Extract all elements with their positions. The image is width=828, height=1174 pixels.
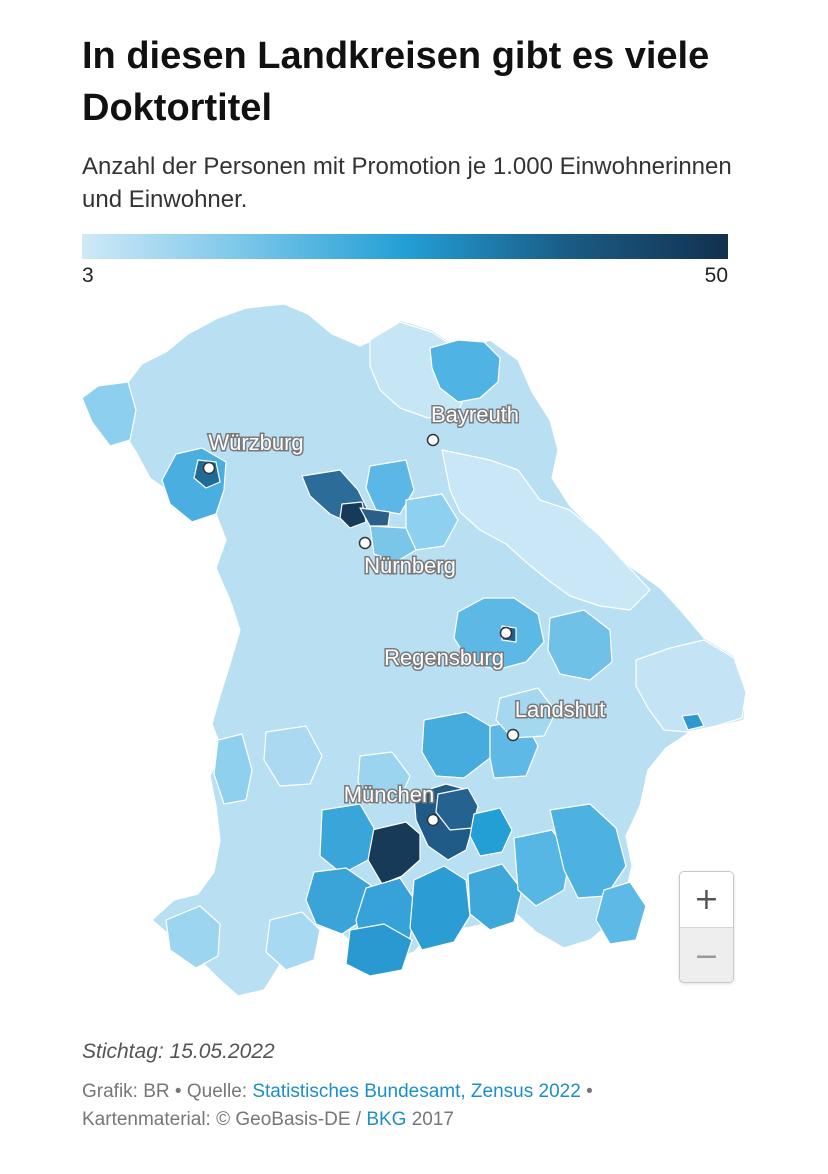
- region-fuerth: [369, 525, 417, 563]
- source-prefix: Quelle:: [186, 1081, 253, 1102]
- region-straubing: [547, 609, 613, 681]
- bkg-link[interactable]: BKG: [366, 1109, 407, 1130]
- zoom-out-button[interactable]: −: [680, 928, 733, 982]
- bavaria-choropleth-map[interactable]: Bayreuth Würzburg Nürnberg Regensburg La…: [70, 300, 760, 1020]
- source-footer: Grafik: BR • Quelle: Statistisches Bunde…: [82, 1078, 782, 1134]
- region-berchtesgaden: [595, 881, 647, 945]
- region-erlangen: [339, 501, 367, 529]
- legend-max-label: 50: [704, 264, 728, 287]
- region-fuerstenfeldbruck: [319, 803, 375, 875]
- region-garmisch: [345, 923, 413, 977]
- region-dachau: [357, 751, 411, 805]
- city-label: Landshut: [515, 697, 606, 722]
- city-label: München: [344, 782, 435, 807]
- city-label: Würzburg: [208, 430, 303, 455]
- region-augsburg-area: [263, 725, 323, 787]
- separator: •: [580, 1081, 593, 1102]
- graphic-credit: Grafik: BR: [82, 1081, 170, 1102]
- city-regensburg: Regensburg: [383, 626, 513, 672]
- color-scale-bar: [82, 234, 728, 259]
- city-bayreuth: Bayreuth: [426, 401, 521, 447]
- separator: •: [169, 1081, 187, 1102]
- region-traunstein: [549, 803, 627, 899]
- region-landshut-area: [495, 687, 557, 739]
- region-niederbayern-east: [635, 639, 747, 733]
- page-subtitle: Anzahl der Personen mit Promotion je 1.0…: [82, 153, 732, 213]
- region-aschaffenburg: [81, 381, 137, 447]
- map-material-suffix: 2017: [406, 1109, 454, 1130]
- city-wuerzburg: Würzburg: [202, 429, 305, 475]
- region-oberpfalz-east: [441, 449, 651, 611]
- region-neu-ulm: [213, 733, 253, 805]
- region-starnberg: [367, 821, 421, 885]
- region-passau: [681, 713, 705, 731]
- city-landshut: Landshut: [506, 696, 607, 742]
- region-ostallgaeu: [265, 911, 321, 971]
- region-miesbach: [467, 863, 523, 931]
- region-ebersberg: [469, 807, 513, 857]
- city-label: Nürnberg: [364, 553, 456, 578]
- source-link[interactable]: Statistisches Bundesamt, Zensus 2022: [252, 1081, 581, 1102]
- region-hof: [429, 339, 501, 403]
- city-label: Regensburg: [384, 645, 504, 670]
- legend-min-label: 3: [82, 264, 94, 287]
- region-nuernberger-land: [405, 493, 459, 551]
- page-title: In diesen Landkreisen gibt es viele Dokt…: [82, 35, 710, 129]
- zoom-in-button[interactable]: +: [680, 872, 733, 928]
- region-rosenheim: [513, 829, 571, 907]
- region-lindau-oberallgaeu: [165, 905, 221, 969]
- region-bamberg-area: [365, 459, 415, 515]
- map-material-prefix: Kartenmaterial: © GeoBasis-DE /: [82, 1109, 367, 1130]
- region-freising: [421, 711, 491, 779]
- reference-date: Stichtag: 15.05.2022: [82, 1040, 275, 1063]
- region-regensburg-ring: [453, 597, 545, 671]
- city-label: Bayreuth: [431, 402, 519, 427]
- region-bad-toelz: [409, 865, 471, 951]
- region-landsberg: [305, 867, 373, 935]
- city-nuernberg: Nürnberg: [358, 536, 457, 580]
- region-erlangen-south: [359, 507, 391, 527]
- zoom-control: + −: [679, 871, 734, 983]
- city-muenchen: München: [342, 781, 440, 827]
